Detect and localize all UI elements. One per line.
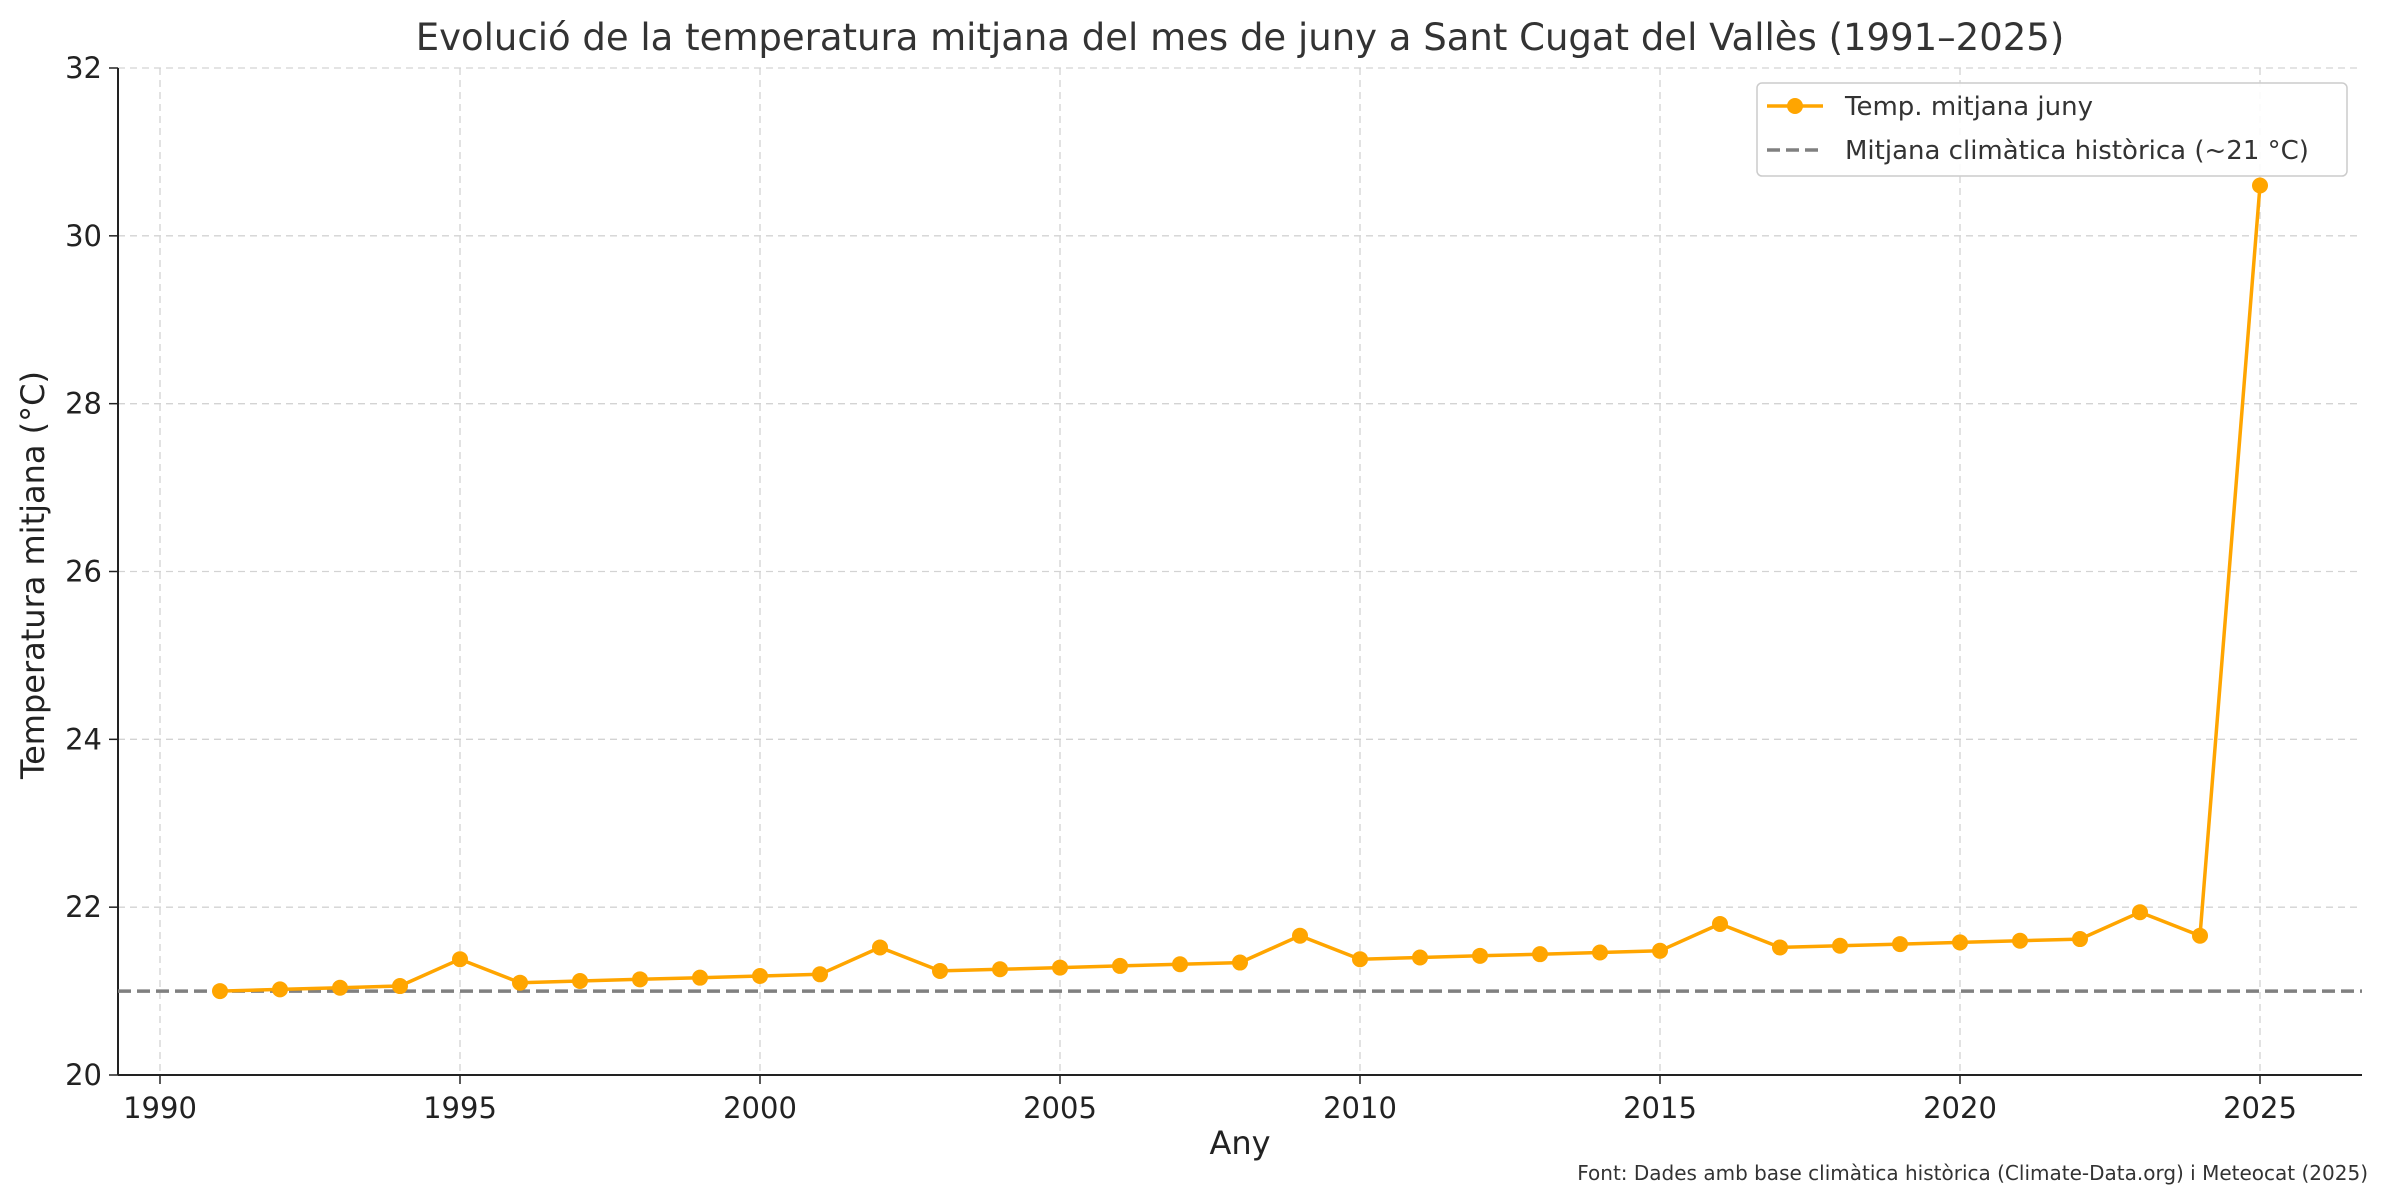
x-tick-label: 2020 [1923, 1091, 1997, 1125]
data-point [2132, 904, 2148, 921]
data-point [812, 966, 828, 983]
data-point [1352, 951, 1368, 968]
data-point [2072, 931, 2088, 948]
tick-labels: 1990 1995 2000 2005 2010 2015 2020 2025 20 22 24 26… [65, 51, 2297, 1125]
data-point [752, 967, 768, 984]
x-tick-label: 2000 [723, 1091, 797, 1125]
y-tick-label: 24 [65, 722, 102, 756]
legend: Temp. mitjana juny Mitjana climàtica his… [1756, 82, 2348, 177]
chart-title: Evolució de la temperatura mitjana del m… [416, 16, 2065, 59]
source-note: Font: Dades amb base climàtica històrica… [1577, 1161, 2368, 1185]
y-tick-label: 28 [65, 387, 102, 421]
data-point [632, 971, 648, 988]
data-point [2192, 927, 2208, 944]
data-point [272, 981, 288, 998]
data-point [1652, 942, 1668, 959]
data-point [1232, 954, 1248, 971]
legend-box [1756, 82, 2348, 177]
x-tick-label: 1990 [123, 1091, 197, 1125]
data-point [1292, 927, 1308, 944]
data-point [1892, 936, 1908, 953]
x-tick-label: 2010 [1323, 1091, 1397, 1125]
data-point [932, 962, 948, 979]
axes [109, 67, 2362, 1084]
data-point [1952, 934, 1968, 951]
y-axis-label: Temperatura mitjana (°C) [14, 371, 52, 780]
data-point [1712, 915, 1728, 932]
data-point [1772, 939, 1788, 956]
data-point [992, 961, 1008, 978]
data-point [1412, 949, 1428, 966]
data-point [872, 939, 888, 956]
data-point [2252, 177, 2268, 194]
data-point [1112, 957, 1128, 974]
data-point [692, 969, 708, 986]
x-tick-label: 1995 [423, 1091, 497, 1125]
y-tick-label: 26 [65, 555, 102, 589]
data-point [1472, 947, 1488, 964]
x-tick-label: 2005 [1023, 1091, 1097, 1125]
data-point [572, 973, 588, 990]
series-line [219, 185, 2262, 993]
y-tick-label: 32 [65, 51, 102, 85]
grid [118, 67, 2362, 1076]
data-point [1532, 946, 1548, 963]
y-tick-label: 30 [65, 219, 102, 253]
data-point [1052, 959, 1068, 976]
x-axis-label: Any [1209, 1124, 1270, 1162]
data-point [1832, 937, 1848, 954]
y-tick-label: 20 [65, 1058, 102, 1092]
data-point [512, 974, 528, 991]
data-point [332, 979, 348, 996]
legend-label-series: Temp. mitjana juny [1844, 92, 2093, 122]
data-point [452, 951, 468, 968]
data-point [2012, 932, 2028, 949]
data-point [1592, 944, 1608, 961]
y-tick-label: 22 [65, 890, 102, 924]
legend-label-reference: Mitjana climàtica històrica (~21 °C) [1845, 136, 2309, 166]
legend-marker-series [1787, 98, 1803, 114]
series-layer [212, 177, 2268, 1000]
x-tick-label: 2015 [1623, 1091, 1697, 1125]
data-point [392, 978, 408, 995]
data-point [212, 983, 228, 1000]
data-point [1172, 956, 1188, 973]
x-tick-label: 2025 [2223, 1091, 2297, 1125]
